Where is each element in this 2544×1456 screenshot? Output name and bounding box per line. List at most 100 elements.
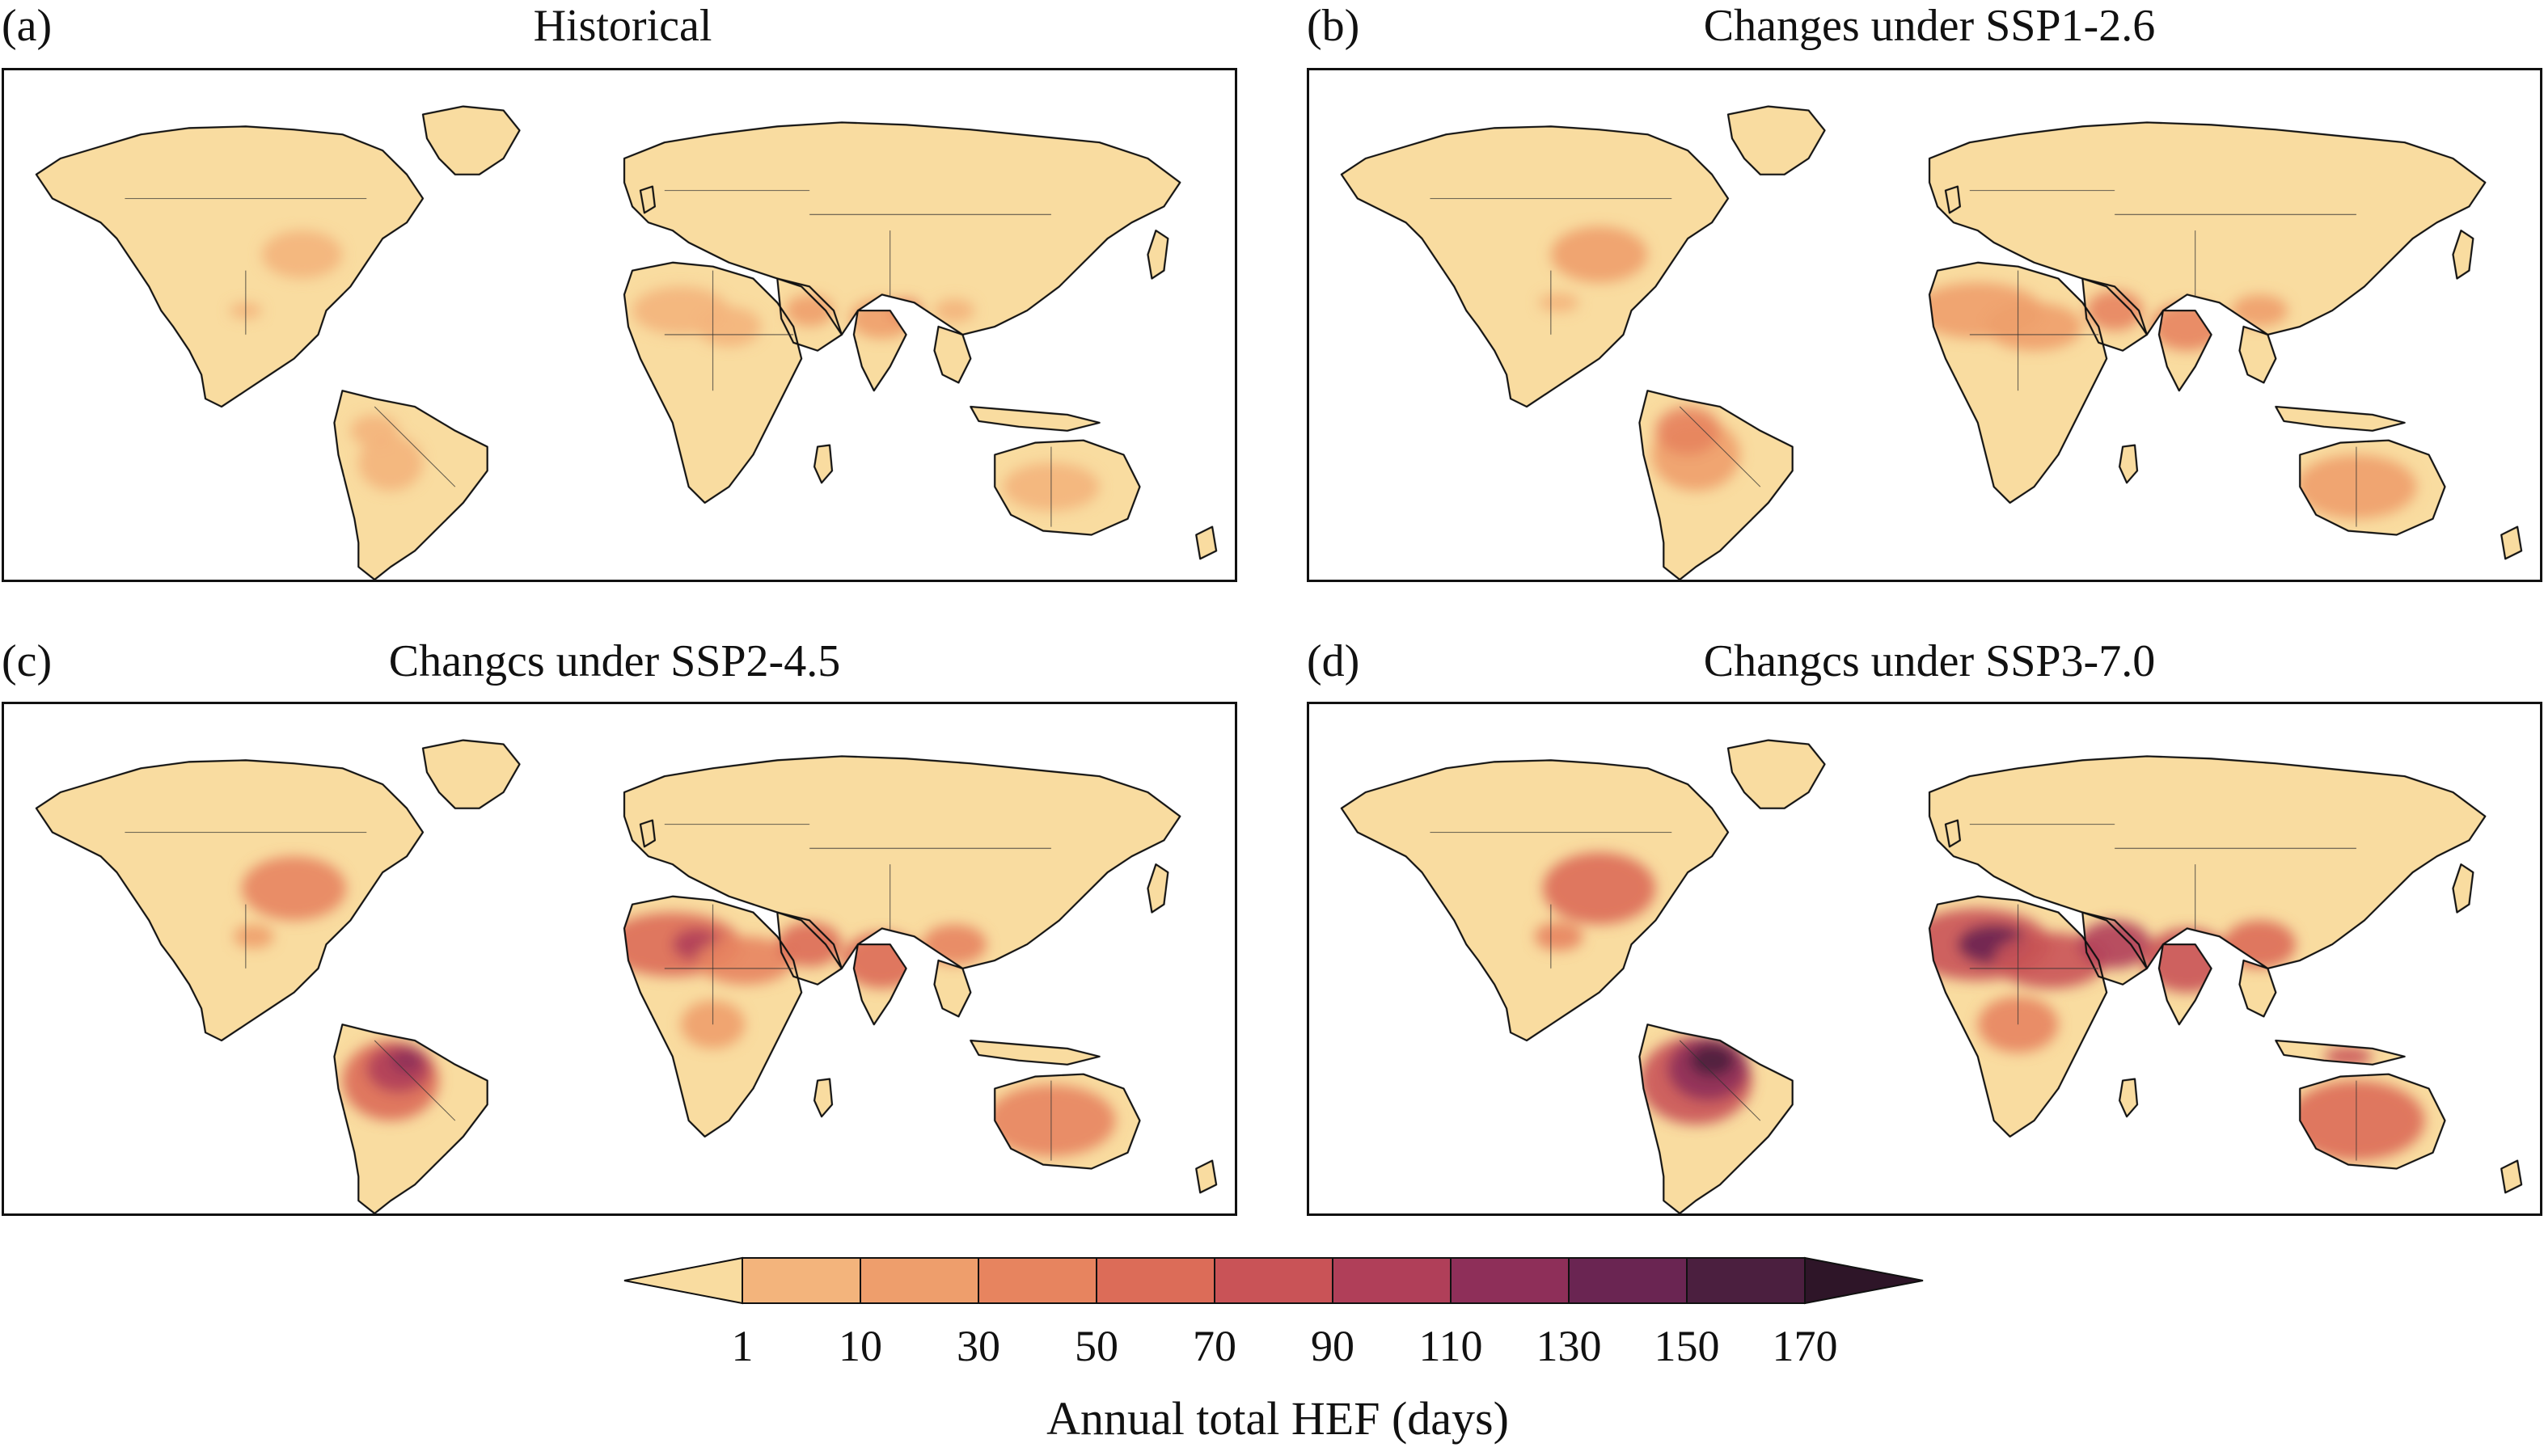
land-newZealand xyxy=(2501,526,2522,559)
colorbar-tick-label: 1 xyxy=(731,1322,754,1370)
coastline xyxy=(813,1078,834,1118)
coastline xyxy=(1944,185,1961,214)
world-map xyxy=(35,105,1218,580)
heat-region xyxy=(2142,928,2232,993)
land-greenland xyxy=(1727,106,1825,175)
panel-c-title: Changcs under SSP2-4.5 xyxy=(388,636,841,686)
land-madagascar xyxy=(814,445,832,483)
land-seAsia xyxy=(2239,960,2276,1017)
land-northAmerica xyxy=(1341,126,1728,407)
colorbar-tick-label: 50 xyxy=(1075,1322,1118,1370)
coastline xyxy=(1147,863,1169,914)
coastline xyxy=(2299,439,2446,536)
colorbar: Annual total HEF (days) 1 10 30 50 70 90 110 13… xyxy=(623,1253,1925,1447)
coastline xyxy=(2081,277,2149,352)
land-seAsia xyxy=(934,960,971,1017)
coastline xyxy=(1928,895,2108,1137)
coastline xyxy=(333,1023,488,1213)
country-border xyxy=(1679,406,1761,487)
panel-a-map xyxy=(2,68,1237,582)
coastline xyxy=(639,819,656,848)
colorbar-tick-label: 110 xyxy=(1418,1322,1483,1370)
colorbar-tick-label: 130 xyxy=(1536,1322,1602,1370)
panel-b-title: Changes under SSP1-2.6 xyxy=(1703,1,2156,51)
heat-region xyxy=(233,924,274,949)
colorbar-bar xyxy=(623,1256,1924,1305)
coastline xyxy=(970,405,1101,432)
colorbar-tick-label: 30 xyxy=(957,1322,1000,1370)
coastline xyxy=(852,943,907,1026)
coastline xyxy=(2118,444,2139,484)
land-indonesia xyxy=(970,407,1100,431)
land-greenland xyxy=(422,740,520,808)
world-map xyxy=(35,739,1218,1213)
heat-region xyxy=(696,936,794,985)
coastline xyxy=(623,121,1181,336)
colorbar-tick-label: 90 xyxy=(1311,1322,1354,1370)
coastline xyxy=(1340,125,1730,408)
panel-b-letter: (b) xyxy=(1307,1,1360,51)
coastline xyxy=(1340,759,1730,1042)
land-eurasia xyxy=(623,122,1181,335)
colorbar-tick-label: 10 xyxy=(839,1322,882,1370)
land-japan xyxy=(1147,230,1168,279)
colorbar-segment xyxy=(978,1257,1097,1304)
coastline xyxy=(1726,105,1826,175)
world-map xyxy=(1340,739,2523,1213)
coastline xyxy=(2157,310,2212,392)
coastline xyxy=(35,759,425,1042)
heat-region xyxy=(241,856,347,921)
heat-overlay xyxy=(233,856,1116,1157)
heat-region xyxy=(1993,932,2107,989)
coastline xyxy=(852,310,907,392)
colorbar-tick-label: 150 xyxy=(1654,1322,1720,1370)
heat-region xyxy=(2231,294,2288,327)
land-seAsia xyxy=(934,326,971,383)
coastline xyxy=(2275,1039,2406,1066)
land-northAmerica xyxy=(36,760,423,1041)
heat-region xyxy=(350,414,399,447)
heat-overlay xyxy=(1534,852,2425,1161)
land-greenland xyxy=(1727,740,1825,808)
land-southAmerica xyxy=(334,390,488,580)
panel-b-map xyxy=(1307,68,2542,582)
coastline xyxy=(776,277,843,352)
heat-region xyxy=(358,434,423,492)
heat-region xyxy=(785,294,834,327)
heat-region xyxy=(1550,226,1648,283)
coastline xyxy=(2238,325,2277,384)
coastline xyxy=(1726,739,1826,809)
colorbar-tick-label: 70 xyxy=(1193,1322,1236,1370)
heat-region xyxy=(1977,996,2059,1053)
coastline xyxy=(1638,1023,1794,1213)
colorbar-segment xyxy=(1686,1257,1806,1304)
colorbar-title: Annual total HEF (days) xyxy=(1046,1392,1509,1445)
land-greenland xyxy=(422,106,520,175)
heat-region xyxy=(261,230,343,279)
land-seAsia xyxy=(2239,326,2276,383)
colorbar-segment xyxy=(1214,1257,1333,1304)
heat-overlay xyxy=(1538,226,2417,519)
land-newZealand xyxy=(2501,1160,2522,1193)
coastline xyxy=(994,439,1141,536)
coastline xyxy=(813,444,834,484)
land-eurasia xyxy=(1929,122,2486,335)
land-newZealand xyxy=(1196,526,1217,559)
land-northAmerica xyxy=(36,126,423,407)
colorbar-segment xyxy=(742,1257,861,1304)
coastline xyxy=(2118,1078,2139,1118)
heat-region xyxy=(1689,1044,1735,1077)
panel-a-letter: (a) xyxy=(2,1,53,51)
panel-d-map xyxy=(1307,702,2542,1216)
country-border xyxy=(374,406,456,487)
colorbar-arrow-high xyxy=(1804,1256,1924,1305)
heat-region xyxy=(841,932,923,989)
land-eurasia xyxy=(623,756,1181,969)
land-northAmerica xyxy=(1341,760,1728,1041)
coastline xyxy=(1928,261,2108,504)
heat-region xyxy=(777,922,842,967)
coastline xyxy=(1638,390,1794,580)
coastline xyxy=(2299,1073,2446,1170)
colorbar-arrow-low xyxy=(623,1256,743,1305)
heat-region xyxy=(2223,920,2297,969)
